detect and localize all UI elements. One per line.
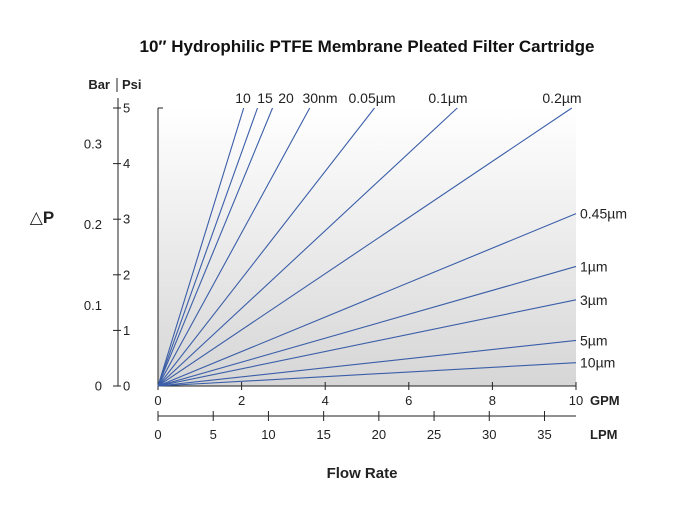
x-tick-lpm-label: 20 [372,427,386,442]
x-tick-gpm-label: 0 [154,393,161,408]
y-tick-bar-label: 0.2 [84,217,102,232]
x-tick-lpm-label: 15 [316,427,330,442]
series-line [157,107,458,387]
series-label: 1µm [580,258,608,274]
x-axis-label: Flow Rate [327,465,398,482]
x-unit-lpm: LPM [590,427,617,442]
series-line [157,265,577,387]
x-tick-lpm-label: 35 [537,427,551,442]
series-lines [157,107,577,387]
y-axis-label: △P [30,208,54,227]
series-label: 5µm [580,332,608,348]
series-line [157,107,259,387]
series-label: 20 [278,90,294,106]
series-label: 0.1µm [428,90,467,106]
x-tick-gpm-label: 2 [238,393,245,408]
series-labels: 10 15 20 30nm 0.05µm 0.1µm 0.2µm 0.45µm 1µm 3µm 5µ… [235,90,627,371]
y-tick-bar-label: 0.3 [84,137,102,152]
x-tick-gpm-label: 6 [405,393,412,408]
series-label: 3µm [580,292,608,308]
series-label: 10µm [580,355,615,371]
series-label: 0.05µm [349,90,396,106]
series-label: 15 [257,90,273,106]
y-tick-bar-label: 0.1 [84,298,102,313]
series-line [157,299,577,387]
chart-title: 10″ Hydrophilic PTFE Membrane Pleated Fi… [140,37,595,56]
x-tick-lpm-label: 0 [154,427,161,442]
y-tick-bar-label: 0 [95,379,102,394]
series-line [157,213,577,387]
y-unit-bar: Bar [88,77,110,92]
y-tick-psi-label: 2 [123,267,130,282]
series-line [157,107,245,387]
y-tick-psi-label: 0 [123,379,130,394]
x-tick-lpm-label: 25 [427,427,441,442]
y-tick-psi-label: 3 [123,212,130,227]
x-tick-gpm-label: 8 [489,393,496,408]
x-tick-lpm-label: 5 [210,427,217,442]
series-line [157,107,573,387]
series-label: 0.2µm [542,90,581,106]
series-label: 30nm [302,90,337,106]
series-line [157,107,274,387]
series-line [157,362,577,387]
y-unit-psi: Psi [122,77,142,92]
series-line [157,107,311,387]
y-ticks: 0 1 2 3 4 5 0 0.1 0.2 0.3 [84,101,130,394]
x-unit-gpm: GPM [590,393,620,408]
series-line [157,107,375,387]
x-tick-gpm-label: 10 [569,393,583,408]
x-tick-lpm-label: 10 [261,427,275,442]
series-label: 10 [235,90,251,106]
x-tick-lpm-label: 30 [482,427,496,442]
x-ticks: 0 2 4 6 8 10 0 5 10 15 20 25 30 35 [154,382,583,442]
series-line [157,339,577,387]
y-tick-psi-label: 1 [123,323,130,338]
x-tick-gpm-label: 4 [322,393,329,408]
y-tick-psi-label: 4 [123,156,130,171]
y-tick-psi-label: 5 [123,101,130,116]
series-label: 0.45µm [580,206,627,222]
